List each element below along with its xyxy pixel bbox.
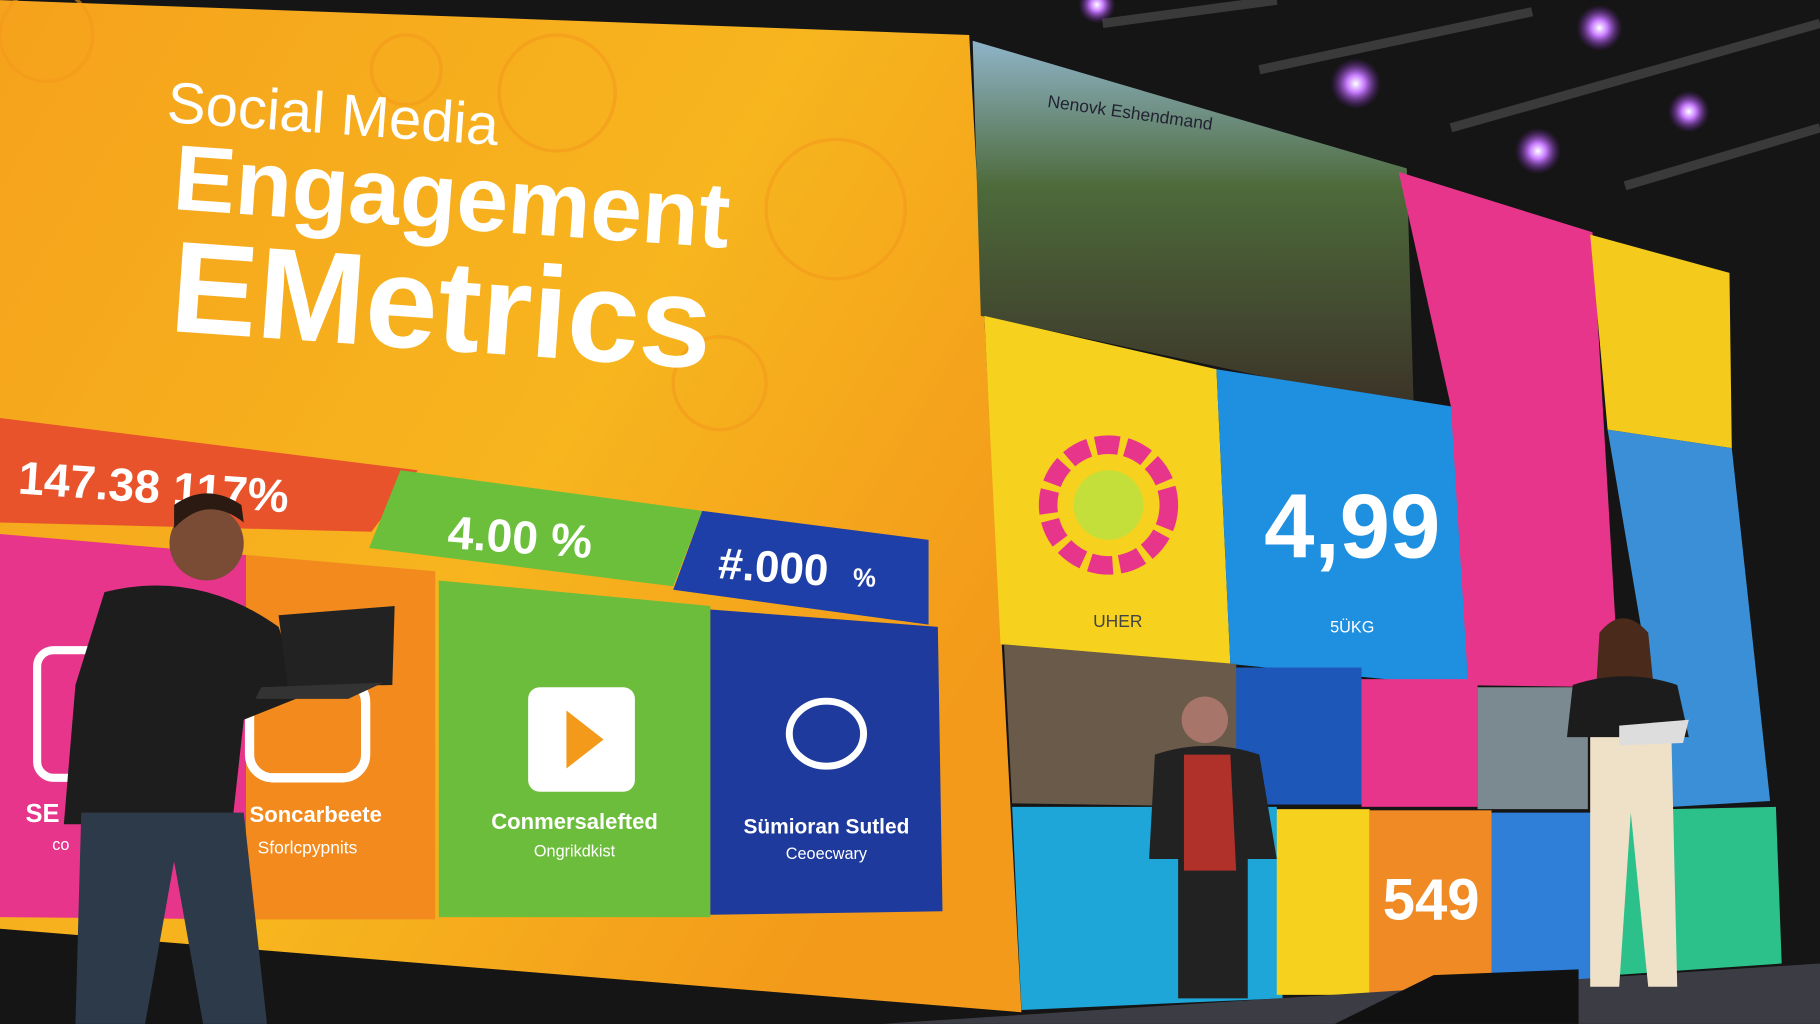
stat-value: 4.00 % [446,506,594,568]
presenter-center [1149,696,1277,999]
tile-value: 549 [1383,867,1480,932]
tile [1361,679,1478,807]
color-wheel [1038,435,1179,575]
stage-floor [882,963,1820,1024]
tile-value: 4,99 [1264,476,1440,577]
tile-subtitle: co [52,836,69,854]
photo-panel [972,40,1414,409]
stat-value: #.000 [717,539,830,596]
tile-title: SE [26,800,60,828]
stage-lights [1078,0,1710,175]
tile [1607,429,1771,807]
tile [1276,809,1370,995]
color-wheel [1073,470,1144,540]
stat-band [369,470,703,587]
tile-label: UHER [1093,611,1142,631]
icon [785,697,868,770]
tile-title: Conmersalefted [491,809,658,834]
stat-band [0,417,418,532]
stat-band [673,510,929,625]
presenter-right [1566,618,1689,987]
tile-subtitle: Ongrikdkist [534,843,616,861]
photo-tile [1477,687,1588,810]
tile-subtitle: Sforlcpypnits [258,837,358,857]
icon [566,710,604,769]
tile [710,609,943,915]
tile-subtitle: Ceoecwary [786,845,868,863]
tile-title: Sümioran Sutled [743,816,909,839]
stat-unit: % [853,564,876,592]
presenter-left [63,493,395,1024]
tile-label: 5ÜKG [1330,619,1374,637]
screen-pattern [0,0,908,432]
tile [1216,369,1469,688]
monitor-speaker [1334,969,1579,1024]
tile [1590,234,1732,449]
tile-title: Soncarbeete [250,802,382,827]
truss [1102,0,1820,191]
tile [1369,810,1492,993]
tile [246,554,436,920]
